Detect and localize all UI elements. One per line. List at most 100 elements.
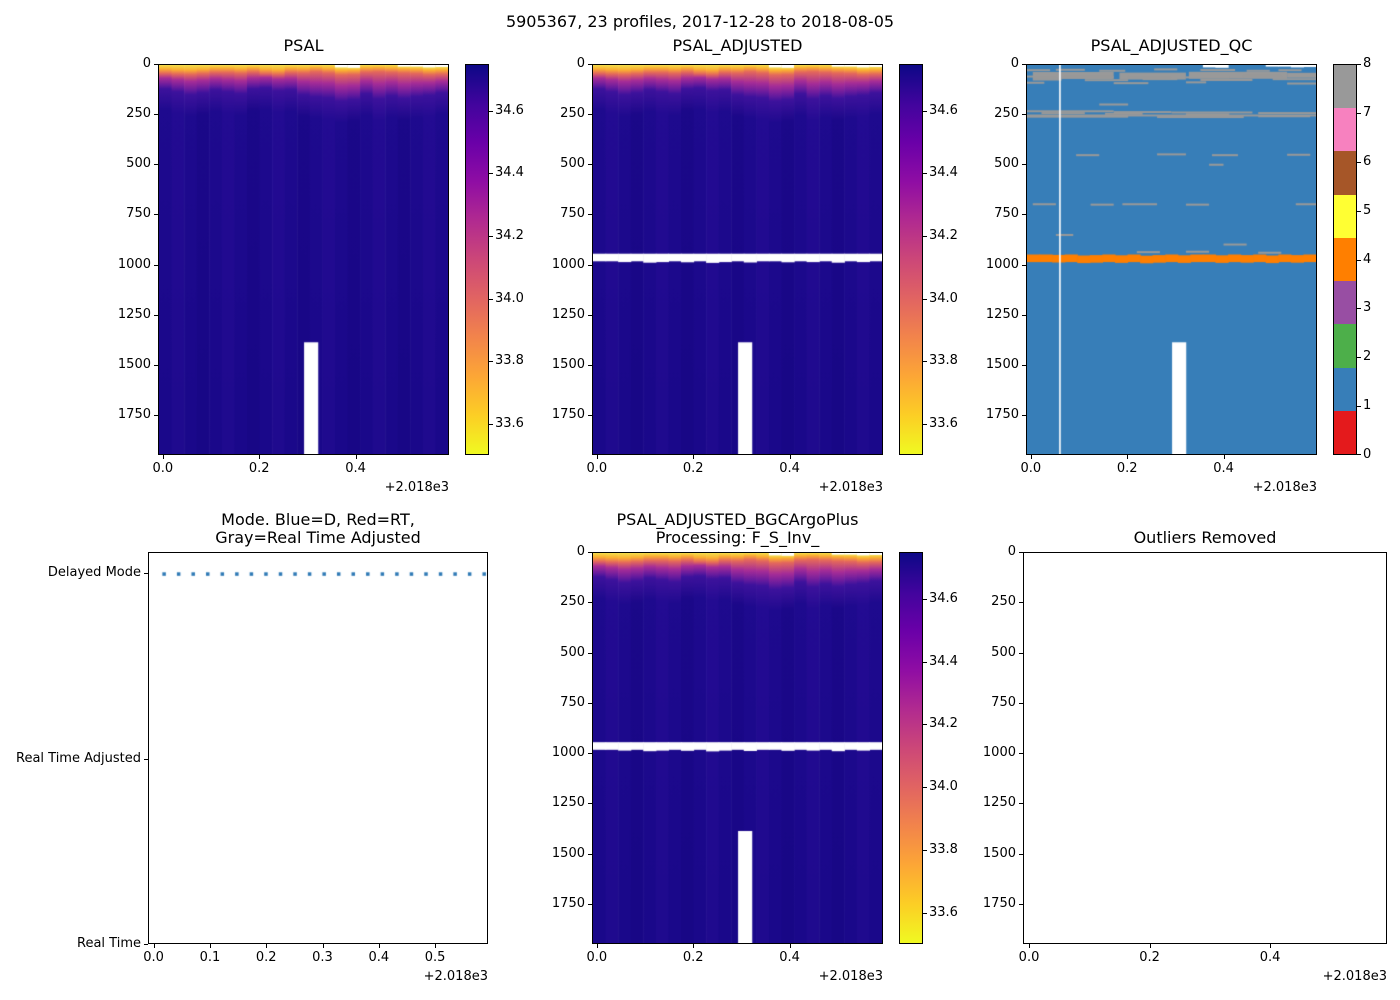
cb-qc-tick <box>1357 210 1361 212</box>
bgc-y-tick-label: 0 <box>576 544 585 559</box>
out-y-tick-label: 250 <box>991 594 1016 610</box>
qc-y-tick-label: 1750 <box>985 406 1019 422</box>
cb-psal-tick <box>489 361 493 363</box>
qc-colorbar-segment <box>1334 367 1356 411</box>
qc-y-tick-label: 0 <box>1010 56 1019 71</box>
adj-x-tick <box>596 455 598 459</box>
qc-y-tick-label: 1500 <box>985 356 1019 372</box>
qc-x-tick <box>1223 455 1225 459</box>
out-y-tick-label: 500 <box>991 644 1016 660</box>
panel-psal-adjusted-axes <box>592 64 883 455</box>
bgc-x-tick-label: 0.4 <box>779 950 800 965</box>
out-x-tick-label: 0.2 <box>1139 950 1160 965</box>
qc-y-tick-label: 250 <box>994 106 1019 122</box>
out-y-tick <box>1019 602 1023 604</box>
mode-x-offset-label: +2.018e3 <box>423 969 488 984</box>
adj-y-tick <box>588 314 592 316</box>
cb-adj-tick-label: 33.6 <box>929 415 958 431</box>
bgc-colorbar <box>899 552 923 944</box>
bgc-x-tick <box>693 944 695 948</box>
psal-adjusted-heatmap <box>593 65 882 454</box>
cb-adj-tick <box>923 236 927 238</box>
adj-y-tick-label: 750 <box>560 206 585 222</box>
cb-bgc-tick <box>923 912 927 914</box>
qc-colorbar-segment <box>1334 324 1356 368</box>
cb-qc-tick <box>1357 64 1361 65</box>
cb-qc-tick <box>1357 357 1361 359</box>
adj-y-tick <box>588 364 592 366</box>
qc-y-tick <box>1022 64 1026 65</box>
out-y-tick <box>1019 552 1023 553</box>
psal-y-tick <box>154 214 158 216</box>
qc-y-tick-label: 1250 <box>985 306 1019 322</box>
qc-y-tick <box>1022 414 1026 416</box>
cb-adj-tick-label: 34.0 <box>929 290 958 306</box>
mode-y-tick-label: Real Time Adjusted <box>16 750 141 766</box>
psal-x-offset-label: +2.018e3 <box>384 480 449 495</box>
cb-qc-tick-label: 6 <box>1363 153 1372 169</box>
bgc-y-tick <box>588 602 592 604</box>
out-y-tick <box>1019 803 1023 805</box>
adj-y-tick-label: 1500 <box>551 356 585 372</box>
bgc-x-tick <box>789 944 791 948</box>
mode-x-tick <box>435 944 437 948</box>
mode-x-tick-label: 0.1 <box>199 950 221 965</box>
cb-adj-tick <box>923 173 927 175</box>
panel-title-psal: PSAL <box>283 36 324 55</box>
cb-adj-tick-label: 34.6 <box>929 102 958 118</box>
out-x-tick <box>1149 944 1151 948</box>
psal-y-tick <box>154 314 158 316</box>
qc-y-tick <box>1022 164 1026 166</box>
cb-bgc-tick <box>923 599 927 601</box>
adj-y-tick <box>588 64 592 65</box>
bgc-y-tick-label: 500 <box>560 644 585 660</box>
bgc-y-tick-label: 250 <box>560 594 585 610</box>
qc-colorbar-segment <box>1334 151 1356 195</box>
psal-y-tick <box>154 364 158 366</box>
adj-x-tick <box>693 455 695 459</box>
cb-psal-tick-label: 34.6 <box>495 102 524 118</box>
cb-adj-tick <box>923 298 927 300</box>
cb-qc-tick-label: 3 <box>1363 300 1372 316</box>
psal-adjusted-colorbar <box>899 64 923 455</box>
out-y-tick <box>1019 652 1023 654</box>
mode-y-tick-label: Delayed Mode <box>47 565 141 581</box>
out-y-tick <box>1019 702 1023 704</box>
cb-adj-tick <box>923 361 927 363</box>
qc-x-tick-label: 0.2 <box>1116 461 1138 476</box>
out-x-offset-label: +2.018e3 <box>1322 969 1387 984</box>
cb-psal-tick <box>489 423 493 425</box>
cb-psal-tick-label: 33.8 <box>495 353 524 369</box>
out-x-tick-label: 0.4 <box>1259 950 1281 965</box>
panel-title-outliers: Outliers Removed <box>1133 528 1277 547</box>
cb-psal-tick-label: 34.4 <box>495 165 524 181</box>
adj-x-tick <box>789 455 791 459</box>
bgc-y-tick <box>588 652 592 654</box>
bgc-x-tick-label: 0.0 <box>586 950 608 965</box>
adj-y-tick-label: 250 <box>560 106 585 122</box>
adj-x-tick-label: 0.2 <box>682 461 704 476</box>
qc-y-tick-label: 500 <box>994 156 1019 172</box>
cb-psal-tick <box>489 173 493 175</box>
cb-qc-tick-label: 0 <box>1363 447 1372 462</box>
outliers-plot <box>1024 553 1386 943</box>
out-x-tick-label: 0.0 <box>1018 950 1040 965</box>
bgc-y-tick <box>588 803 592 805</box>
bgc-y-tick-label: 1000 <box>551 745 585 761</box>
adj-y-tick-label: 1750 <box>551 406 585 422</box>
figure-title: 5905367, 23 profiles, 2017-12-28 to 2018… <box>505 12 895 31</box>
panel-bgc-axes <box>592 552 883 944</box>
adj-x-tick-label: 0.4 <box>779 461 800 476</box>
out-x-tick <box>1270 944 1272 948</box>
bgc-x-tick-label: 0.2 <box>682 950 704 965</box>
adj-y-tick <box>588 164 592 166</box>
mode-x-tick <box>209 944 211 948</box>
cb-qc-tick-label: 7 <box>1363 104 1372 120</box>
adj-x-offset-label: +2.018e3 <box>818 480 883 495</box>
out-y-tick-label: 1750 <box>982 895 1016 911</box>
bgc-x-tick <box>596 944 598 948</box>
bgc-y-tick <box>588 903 592 905</box>
bgc-x-offset-label: +2.018e3 <box>818 969 883 984</box>
adj-y-tick <box>588 114 592 116</box>
